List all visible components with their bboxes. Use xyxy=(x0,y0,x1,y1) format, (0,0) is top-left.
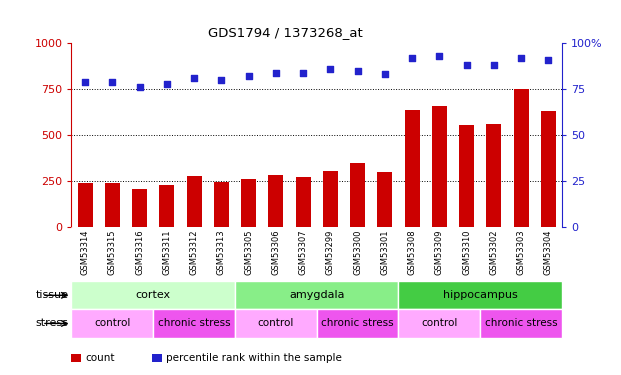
Text: GSM53314: GSM53314 xyxy=(81,230,89,275)
Bar xyxy=(378,172,392,227)
Text: GSM53308: GSM53308 xyxy=(407,230,417,275)
Bar xyxy=(405,110,420,227)
Text: control: control xyxy=(258,318,294,328)
Point xyxy=(162,81,172,87)
Text: control: control xyxy=(94,318,130,328)
Point xyxy=(325,66,335,72)
Text: GSM53300: GSM53300 xyxy=(353,230,362,275)
Text: GSM53309: GSM53309 xyxy=(435,230,444,275)
Bar xyxy=(350,163,365,227)
Point xyxy=(298,69,308,75)
Text: chronic stress: chronic stress xyxy=(485,318,558,328)
Point xyxy=(489,62,499,68)
Bar xyxy=(459,125,474,227)
Text: count: count xyxy=(85,353,115,363)
Bar xyxy=(235,309,317,338)
Point xyxy=(380,71,390,77)
Bar xyxy=(399,281,562,309)
Point xyxy=(353,68,363,74)
Text: GSM53307: GSM53307 xyxy=(299,230,307,275)
Text: tissue: tissue xyxy=(35,290,68,300)
Point xyxy=(243,73,253,79)
Text: chronic stress: chronic stress xyxy=(321,318,394,328)
Text: GSM53316: GSM53316 xyxy=(135,230,144,275)
Bar xyxy=(132,189,147,227)
Bar xyxy=(71,281,235,309)
Text: GSM53310: GSM53310 xyxy=(462,230,471,275)
Text: GSM53313: GSM53313 xyxy=(217,230,226,275)
Point xyxy=(80,79,90,85)
Bar xyxy=(268,176,283,227)
Text: GSM53305: GSM53305 xyxy=(244,230,253,275)
Bar xyxy=(399,309,480,338)
Bar xyxy=(486,124,501,227)
Text: GSM53301: GSM53301 xyxy=(380,230,389,275)
Point xyxy=(434,53,444,59)
Text: GSM53303: GSM53303 xyxy=(517,230,525,275)
Bar xyxy=(323,171,338,227)
Bar xyxy=(480,309,562,338)
Bar xyxy=(235,281,399,309)
Text: GSM53304: GSM53304 xyxy=(544,230,553,275)
Text: control: control xyxy=(421,318,458,328)
Text: GSM53302: GSM53302 xyxy=(489,230,499,275)
Point xyxy=(271,69,281,75)
Point xyxy=(516,55,526,61)
Text: percentile rank within the sample: percentile rank within the sample xyxy=(166,353,342,363)
Text: GSM53311: GSM53311 xyxy=(162,230,171,275)
Point xyxy=(135,84,145,90)
Bar xyxy=(541,111,556,227)
Point xyxy=(189,75,199,81)
Text: GSM53312: GSM53312 xyxy=(189,230,199,275)
Bar xyxy=(432,106,447,227)
Point xyxy=(107,79,117,85)
Bar xyxy=(78,183,93,227)
Bar xyxy=(71,309,153,338)
Text: GSM53306: GSM53306 xyxy=(271,230,280,275)
Text: cortex: cortex xyxy=(135,290,171,300)
Bar xyxy=(153,309,235,338)
Bar xyxy=(296,177,310,227)
Bar xyxy=(160,184,175,227)
Point xyxy=(407,55,417,61)
Text: chronic stress: chronic stress xyxy=(158,318,230,328)
Text: amygdala: amygdala xyxy=(289,290,345,300)
Bar xyxy=(514,89,528,227)
Text: GSM53299: GSM53299 xyxy=(326,230,335,275)
Bar xyxy=(105,183,120,227)
Bar xyxy=(186,176,202,227)
Point xyxy=(216,77,226,83)
Text: GSM53315: GSM53315 xyxy=(108,230,117,275)
Bar xyxy=(317,309,399,338)
Text: hippocampus: hippocampus xyxy=(443,290,518,300)
Bar xyxy=(214,182,229,227)
Point xyxy=(543,57,553,63)
Text: stress: stress xyxy=(35,318,68,328)
Bar xyxy=(241,179,256,227)
Point xyxy=(461,62,471,68)
Text: GDS1794 / 1373268_at: GDS1794 / 1373268_at xyxy=(208,26,363,39)
